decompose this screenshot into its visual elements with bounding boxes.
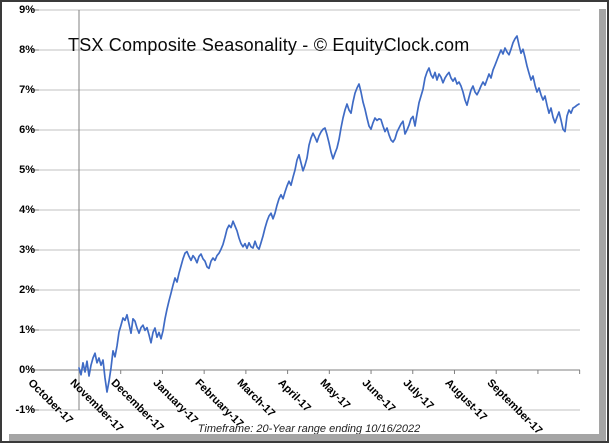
y-axis-label-4%: 4% bbox=[19, 204, 35, 216]
y-axis-label-6%: 6% bbox=[19, 124, 35, 136]
y-axis-label--1%: -1% bbox=[15, 404, 35, 416]
frame-shadow-right bbox=[599, 9, 606, 441]
y-axis-label-1%: 1% bbox=[19, 324, 35, 336]
chart-title: TSX Composite Seasonality - © EquityCloc… bbox=[68, 35, 470, 55]
seasonality-line bbox=[78, 35, 580, 393]
y-axis-label-7%: 7% bbox=[19, 84, 35, 96]
y-axis-label-9%: 9% bbox=[19, 4, 35, 16]
frame-shadow-bottom bbox=[9, 434, 605, 441]
y-axis-label-8%: 8% bbox=[19, 44, 35, 56]
y-axis-label-5%: 5% bbox=[19, 164, 35, 176]
timeframe-note: Timeframe: 20-Year range ending 10/16/20… bbox=[197, 423, 421, 435]
y-axis-label-3%: 3% bbox=[19, 244, 35, 256]
y-axis-label-2%: 2% bbox=[19, 284, 35, 296]
y-axis-label-0%: 0% bbox=[19, 364, 35, 376]
